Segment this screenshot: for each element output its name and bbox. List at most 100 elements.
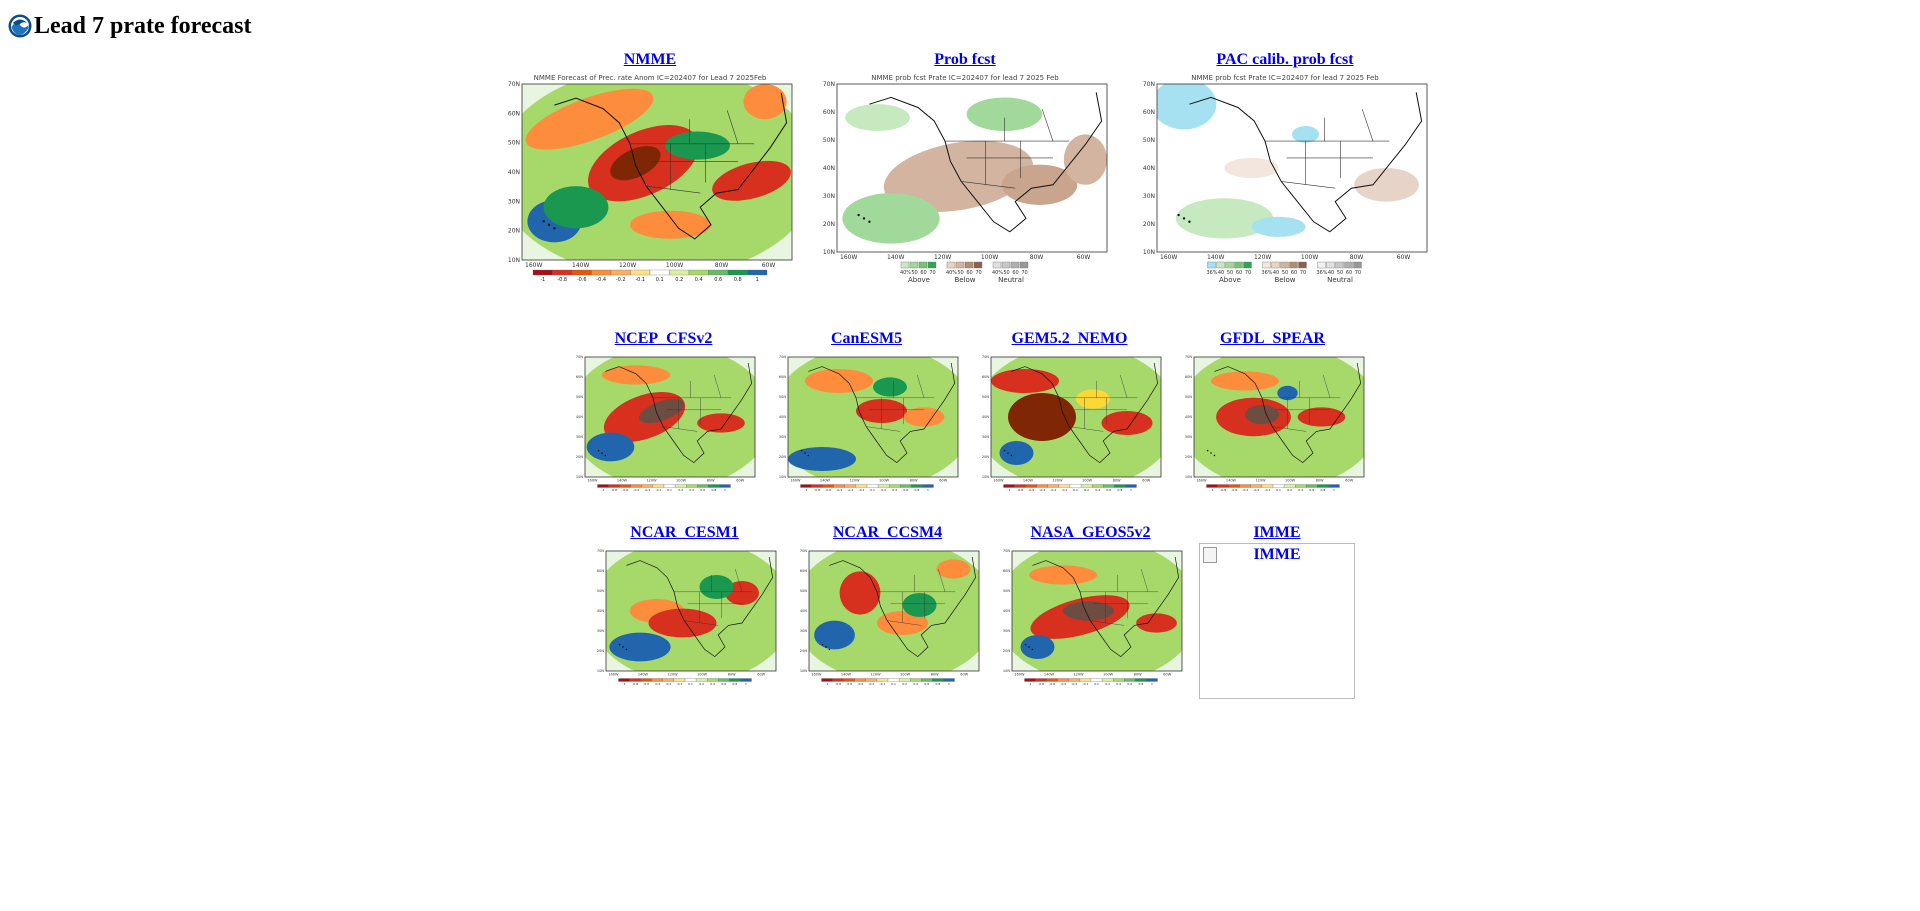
broken-image-icon [1203,547,1217,563]
lon-tick-label: 120W [667,673,678,677]
pac-calib-prob-fcst-map[interactable]: NMME prob fcst Prate IC=202407 for lead … [1135,70,1435,290]
legend-label: 0.6 [700,488,705,492]
lon-tick-label: 100W [981,254,998,261]
link-ncep-cfsv2[interactable]: NCEP_CFSv2 [614,330,713,347]
lon-tick-label: 160W [840,254,857,261]
lon-tick-label: 60W [1397,254,1411,261]
legend-swatch [718,484,731,488]
link-gem52-nemo[interactable]: GEM5.2_NEMO [1011,330,1128,347]
legend-label: -0.2 [1050,488,1056,492]
legend-group-name: Neutral [998,276,1024,284]
link-nasa-geos5v2[interactable]: NASA_GEOS5v2 [1030,524,1151,541]
legend-label: -0.1 [676,682,682,686]
legend-label: -0.8 [814,488,820,492]
legend-label: -0.8 [611,488,617,492]
legend-swatch [955,261,965,269]
lon-tick-label: 120W [646,479,657,483]
lat-tick-label: 40N [981,415,988,419]
noaa-logo-icon [8,14,32,38]
link-gfdl-spear[interactable]: GFDL_SPEAR [1220,330,1325,347]
lon-tick-label: 120W [870,673,881,677]
link-canesm5[interactable]: CanESM5 [830,330,903,347]
legend-label: 0.4 [689,488,694,492]
legend-label: 1 [926,488,928,492]
legend-swatch [708,269,729,276]
legend-label: 0.4 [1116,682,1121,686]
lon-tick-label: 80W [1112,479,1120,483]
legend-label: 0.8 [711,488,716,492]
lat-tick-label: 20N [508,228,520,235]
lat-tick-label: 10N [799,669,806,673]
legend-label: 0.8 [734,277,742,283]
legend-number: 40% [900,270,911,276]
lat-tick-label: 30N [1002,629,1009,633]
legend-swatch [747,269,768,276]
lon-tick-label: 120W [849,479,860,483]
link-pac-prob-fcst[interactable]: PAC calib. prob fcst [1216,51,1354,68]
legend-swatch [1124,484,1137,488]
legend-swatch [1010,261,1020,269]
legend-label: -1 [804,488,807,492]
lat-tick-label: 70N [799,549,806,553]
link-ncar-ccsm4[interactable]: NCAR_CCSM4 [832,524,943,541]
legend-group-name: Below [954,276,975,284]
legend-label: -0.2 [616,277,626,283]
legend-swatch [900,261,910,269]
legend-label: -0.4 [857,682,863,686]
legend-swatch [1262,261,1271,269]
lon-tick-label: 60W [1345,479,1353,483]
lon-tick-label: 60W [960,673,968,677]
prob-fcst-map[interactable]: NMME prob fcst Prate IC=202407 for lead … [815,70,1115,290]
lat-tick-label: 40N [596,609,603,613]
nmme-anomaly-map[interactable]: NMME Forecast of Prec. rate Anom IC=2024… [500,70,800,290]
cell-nmme: NMME NMME Forecast of Prec. rate Anom IC… [500,50,800,290]
legend-number: 60 [966,270,972,276]
lat-tick-label: 40N [1184,415,1191,419]
legend-swatch [688,269,709,276]
lon-tick-label: 100W [879,479,890,483]
legend-number: 36% [1316,270,1327,276]
legend-label: 0.2 [678,488,683,492]
legend-label: -0.1 [858,488,864,492]
lon-tick-label: 80W [1315,479,1323,483]
legend-number: 70 [1021,270,1027,276]
lon-tick-label: 60W [1077,254,1091,261]
link-prob-fcst[interactable]: Prob fcst [934,51,996,68]
legend-swatch [1207,261,1216,269]
lat-tick-label: 20N [1143,221,1155,228]
lon-tick-label: 140W [1207,254,1224,261]
lat-tick-label: 40N [1143,165,1155,172]
legend-number: 36% [1206,270,1217,276]
map-title: NMME prob fcst Prate IC=202407 for lead … [871,74,1059,82]
page-title: Lead 7 prate forecast [34,13,252,39]
legend-label: -0.2 [1071,682,1077,686]
legend-label: 0.8 [732,682,737,686]
lat-tick-label: 40N [1002,609,1009,613]
legend-label: 0.6 [1309,488,1314,492]
legend-label: -0.6 [643,682,649,686]
cell-pac-prob-fcst: PAC calib. prob fcst NMME prob fcst Prat… [1135,50,1435,290]
legend-label: -0.4 [836,488,842,492]
link-nmme[interactable]: NMME [623,51,677,68]
legend-label: -0.1 [655,488,661,492]
lat-tick-label: 50N [1184,395,1191,399]
legend-label: 0.1 [667,488,672,492]
lat-tick-label: 60N [981,375,988,379]
link-ncar-cesm1[interactable]: NCAR_CESM1 [630,524,739,541]
imme-broken-image[interactable]: IMME [1199,543,1355,699]
legend-number: 50 [1282,270,1288,276]
link-imme[interactable]: IMME [1253,524,1301,541]
lon-tick-label: 120W [934,254,951,261]
legend-swatch [532,269,553,276]
lon-tick-label: 140W [637,673,648,677]
lat-tick-label: 70N [981,355,988,359]
cell-imme: IMME IMME [1197,523,1357,699]
legend-swatch [1234,261,1243,269]
